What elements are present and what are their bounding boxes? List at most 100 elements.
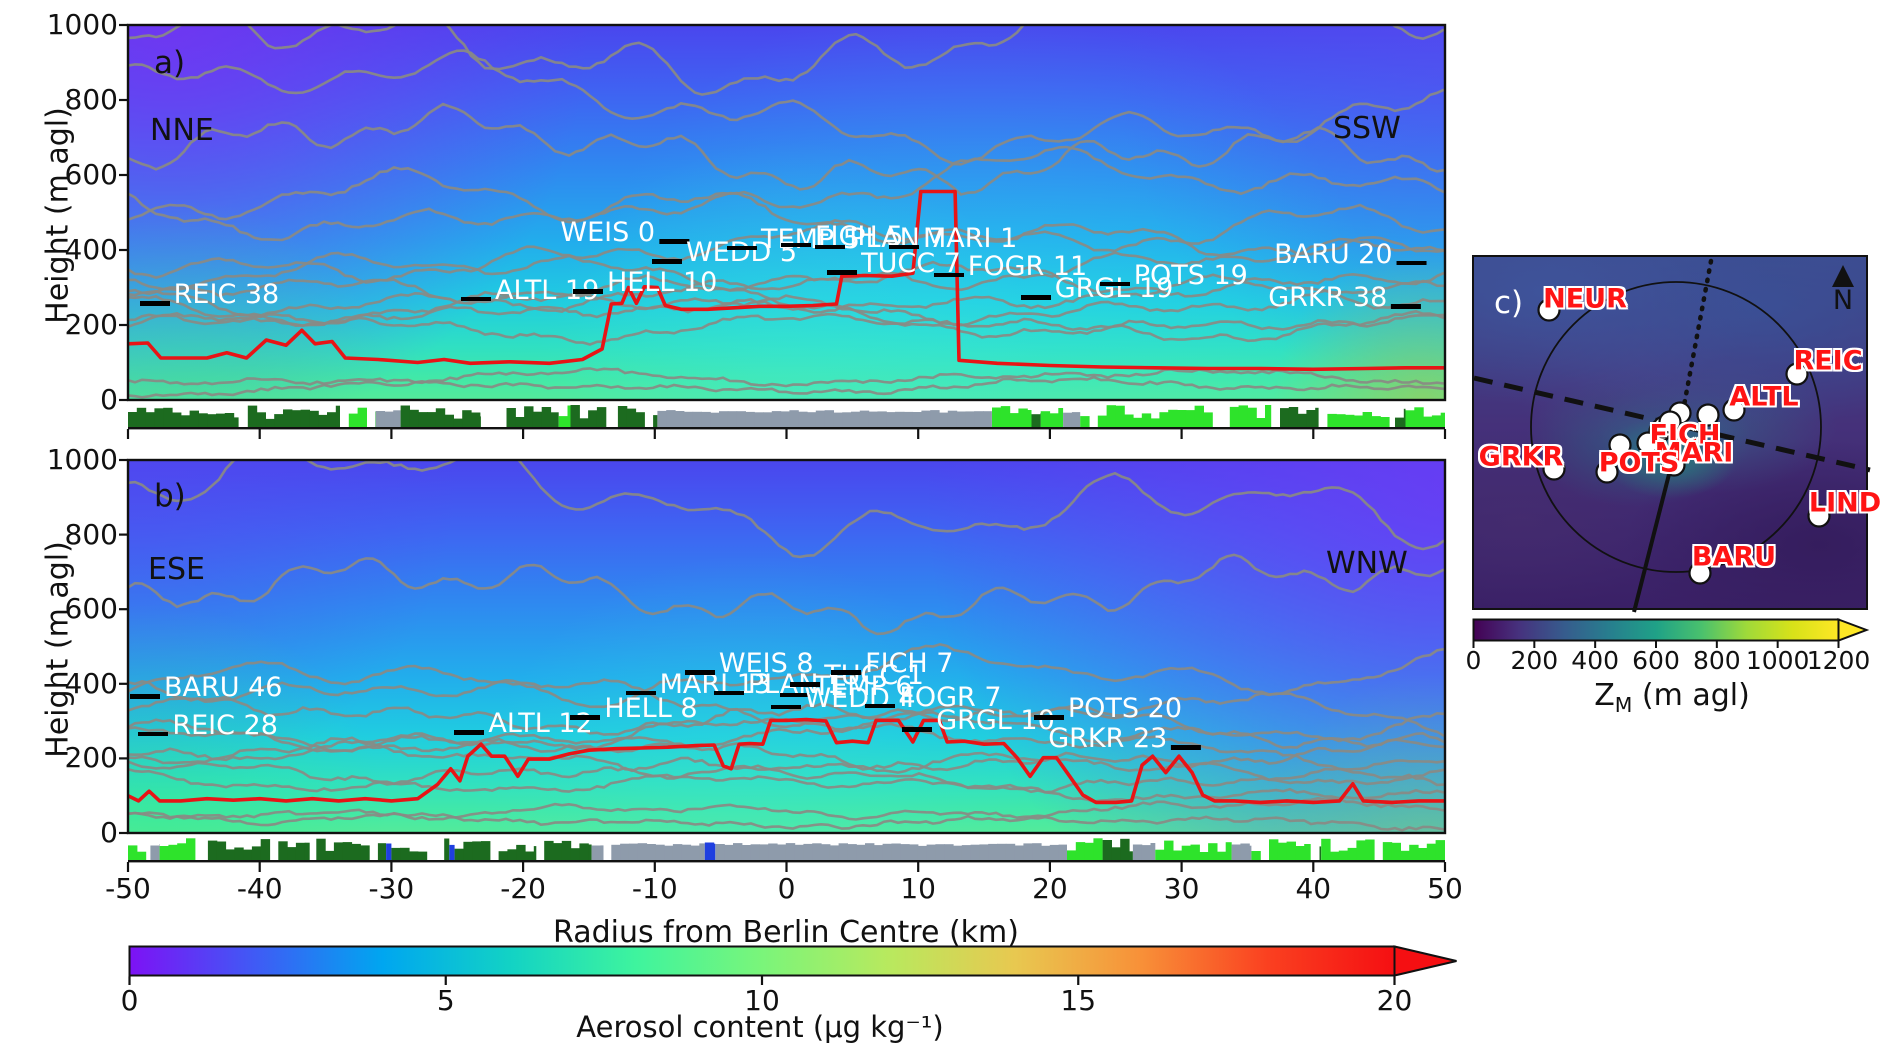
- grey-contour: [128, 768, 1445, 803]
- x-tick-label: 0: [777, 872, 796, 905]
- surface-bar: [558, 416, 569, 427]
- surface-bar: [544, 840, 554, 860]
- surface-bar: [807, 412, 817, 427]
- surface-bar: [912, 412, 922, 427]
- surface-bar: [1023, 843, 1033, 860]
- surface-bar: [719, 411, 729, 427]
- surface-bar: [794, 844, 804, 860]
- surface-bar: [318, 414, 328, 427]
- surface-bar: [1365, 839, 1375, 860]
- surface-bar: [856, 844, 866, 860]
- surface-bar: [391, 847, 401, 860]
- surface-bar: [375, 411, 385, 427]
- surface-strip: [128, 405, 1445, 427]
- surface-bar: [1014, 845, 1024, 860]
- surface-bar: [1288, 407, 1299, 427]
- surface-bar: [283, 409, 293, 427]
- map-colorbar: [1472, 618, 1870, 648]
- surface-bar: [243, 849, 253, 860]
- surface-bar: [1347, 847, 1357, 860]
- surface-bar: [579, 418, 589, 427]
- surface-bar: [1409, 844, 1419, 860]
- map-colorbar-tick-label: 1000: [1745, 646, 1810, 675]
- surface-bar: [838, 843, 848, 860]
- surface-bar: [803, 843, 813, 860]
- map-colorbar-label-sub: M: [1614, 693, 1633, 717]
- colorbar-arrow: [1393, 945, 1457, 977]
- surface-bar: [617, 406, 628, 427]
- y-tick-label: 0: [100, 816, 118, 849]
- surface-bar: [393, 410, 401, 427]
- surface-bar: [1203, 412, 1213, 427]
- surface-bar: [628, 843, 639, 860]
- surface-bar: [715, 844, 725, 860]
- surface-bar: [1338, 850, 1349, 860]
- surface-bar: [453, 418, 463, 427]
- surface-bar: [168, 844, 178, 860]
- surface-bar: [216, 841, 227, 860]
- surface-bar: [516, 844, 526, 860]
- x-tick-label: -30: [368, 872, 415, 905]
- surface-bar: [780, 411, 790, 427]
- surface-bar: [1371, 416, 1381, 427]
- surface-bar: [418, 412, 428, 427]
- map-station-label: NEUR: [1543, 283, 1627, 315]
- surface-bar: [128, 412, 138, 427]
- grey-contour: [128, 740, 1445, 786]
- surface-bar: [833, 412, 843, 427]
- surface-bar: [1380, 417, 1390, 427]
- surface-bar: [877, 411, 887, 427]
- surface-bar: [360, 845, 370, 860]
- x-tick-label: 20: [1032, 872, 1068, 905]
- surface-bar: [812, 843, 822, 860]
- aerosol-colorbar-tick-label: 10: [744, 984, 780, 1017]
- surface-bar: [1315, 407, 1319, 427]
- surface-bar: [481, 841, 491, 860]
- surface-bar: [1216, 851, 1227, 860]
- surface-bar: [675, 411, 685, 427]
- surface-bar: [1208, 843, 1218, 860]
- panel-a-cross-section: [119, 23, 1447, 439]
- map-colorbar-tick-label: 200: [1510, 646, 1559, 675]
- panel-c-map: c) N NEUR REIC ALTL FICH MARI POTS GRKR LIND BAR…: [1472, 255, 1881, 613]
- surface-bar: [409, 409, 419, 427]
- panel-frame: [126, 458, 1447, 835]
- grey-contour: [128, 49, 1445, 166]
- grey-contour: [128, 808, 1445, 832]
- surface-bar: [427, 412, 437, 427]
- grey-contour: [128, 237, 1445, 292]
- y-tick-label: 200: [64, 741, 118, 775]
- grey-contour: [128, 722, 1445, 771]
- surface-bar: [821, 844, 831, 860]
- surface-bar: [1423, 416, 1433, 427]
- surface-bar: [278, 841, 288, 860]
- north-label: N: [1832, 285, 1854, 316]
- surface-bar: [251, 846, 262, 860]
- surface-bar: [704, 842, 715, 860]
- map-station-label: LIND: [1808, 487, 1882, 519]
- surface-bar: [1075, 842, 1086, 860]
- surface-bar: [342, 842, 353, 860]
- surface-bar: [224, 413, 235, 427]
- station-dot: [1636, 431, 1660, 455]
- surface-bar: [750, 844, 760, 860]
- grey-contour: [128, 732, 1445, 772]
- surface-bar: [1120, 838, 1130, 860]
- surface-bar: [225, 849, 235, 860]
- aerosol-colorbar-tick-label: 5: [436, 984, 455, 1017]
- surface-bar: [733, 843, 743, 860]
- surface-bar: [873, 845, 884, 860]
- red-contour: [128, 717, 1445, 805]
- surface-bar: [655, 844, 665, 860]
- surface-bar: [1150, 843, 1156, 860]
- surface-bar: [1172, 850, 1183, 860]
- surface-bar: [1431, 415, 1442, 427]
- surface-bar: [553, 843, 563, 860]
- map-overlay-graphics: [1473, 258, 1871, 613]
- surface-bar: [868, 411, 878, 427]
- surface-bar: [1040, 411, 1051, 427]
- surface-bar: [1229, 406, 1240, 427]
- surface-bar: [1306, 410, 1316, 427]
- surface-bar: [1251, 851, 1261, 860]
- surface-bar: [1168, 409, 1178, 427]
